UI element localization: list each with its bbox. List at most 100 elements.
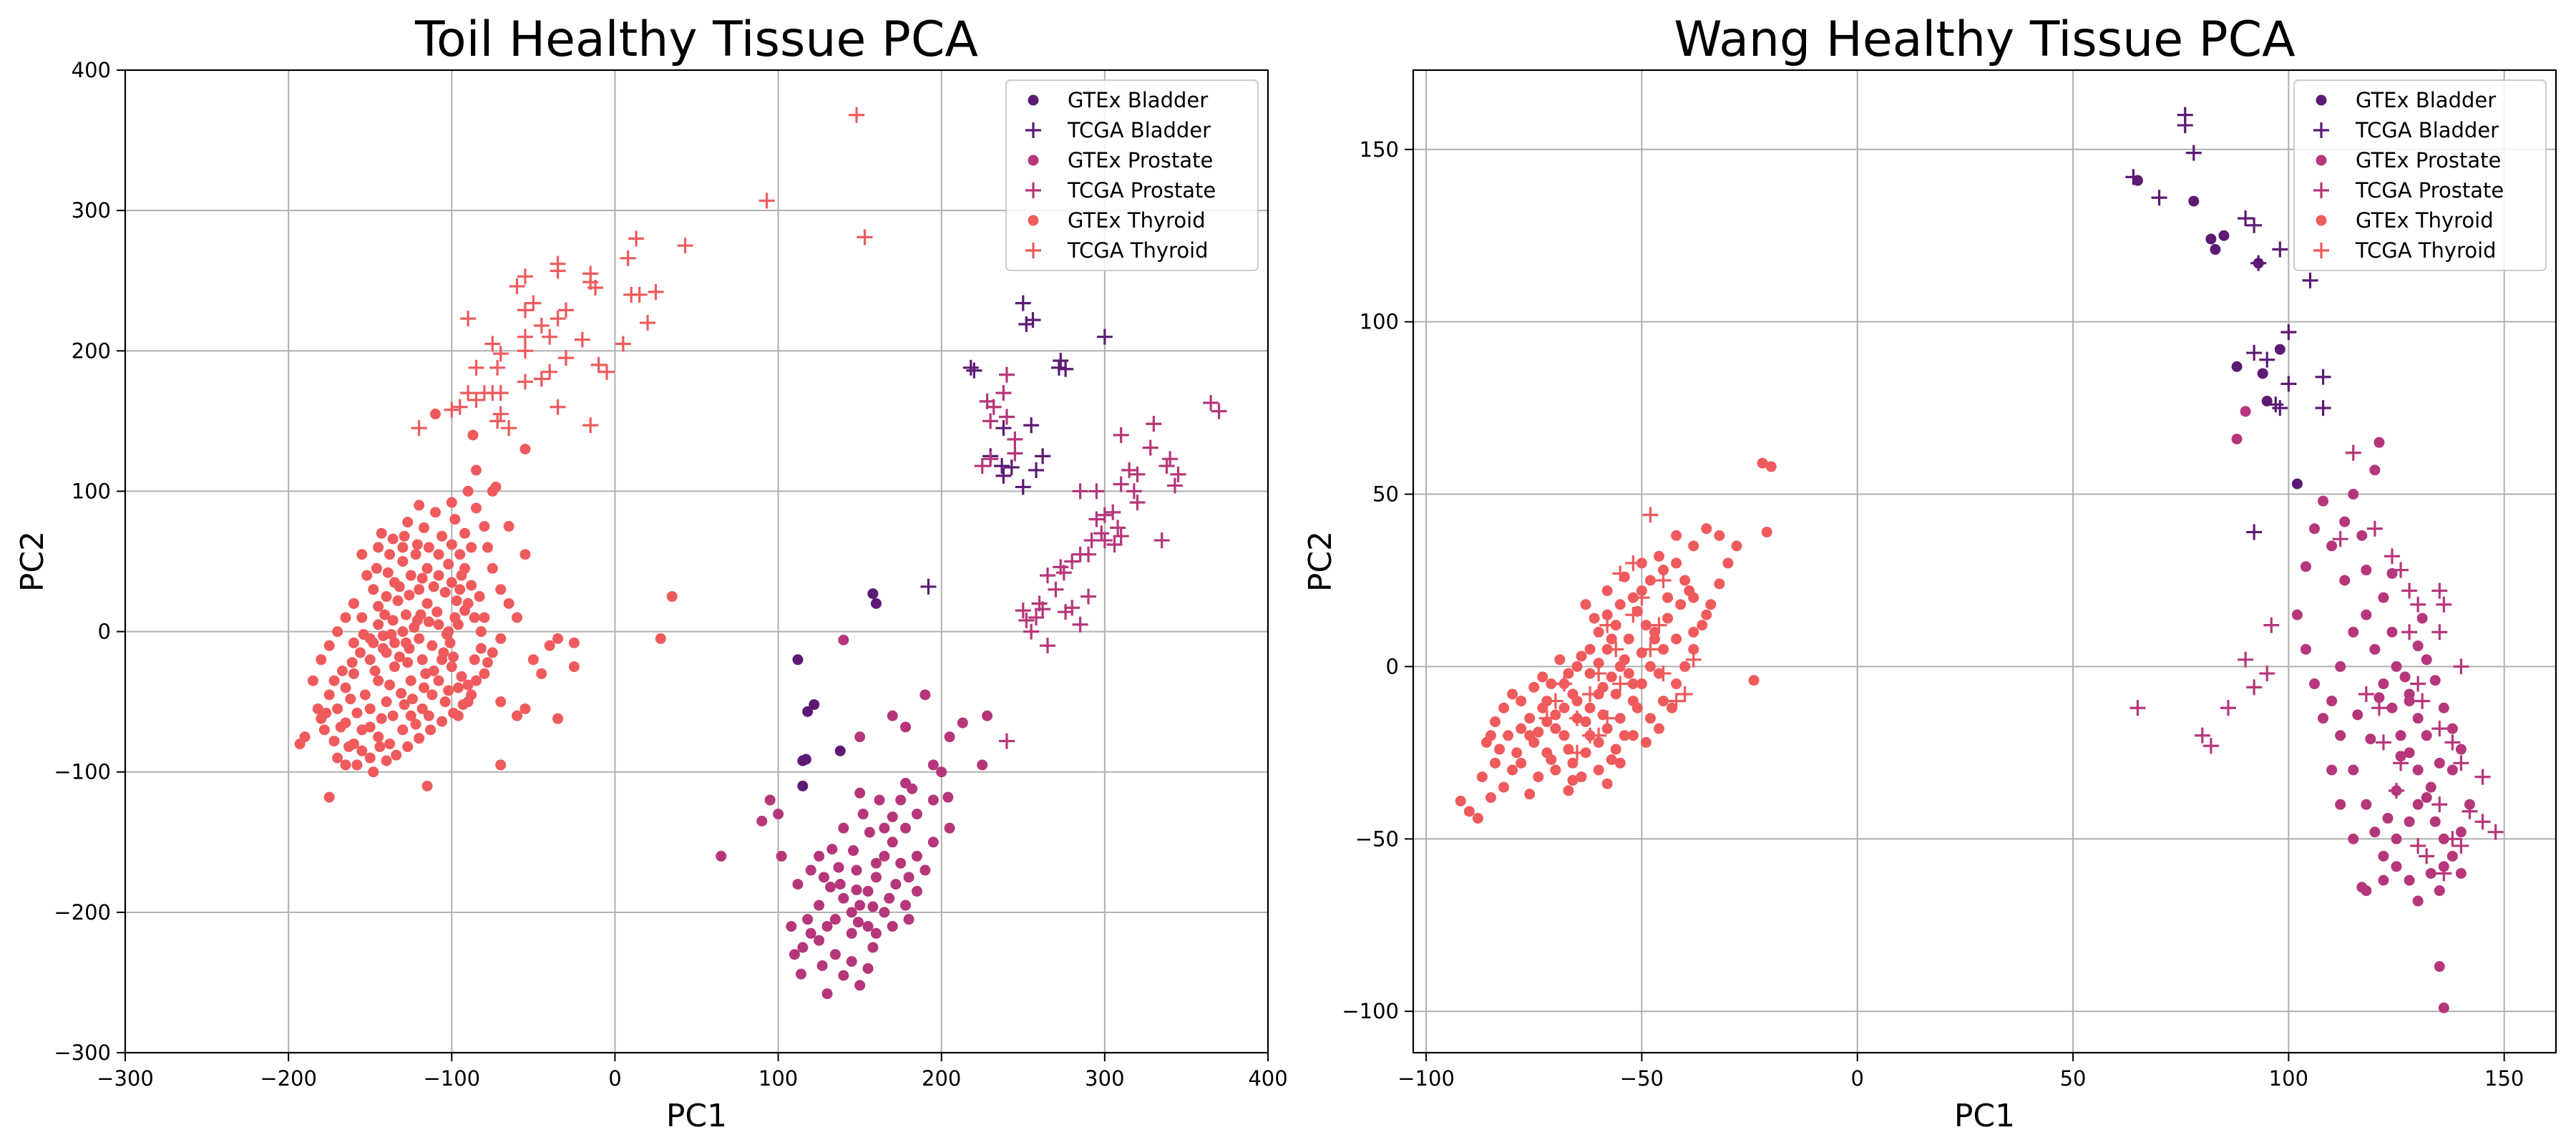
data-point bbox=[2280, 376, 2297, 392]
x-tick-label: −50 bbox=[1620, 1066, 1664, 1091]
data-point bbox=[446, 539, 457, 550]
data-point bbox=[446, 661, 457, 673]
data-point bbox=[1516, 696, 1527, 707]
data-point bbox=[416, 572, 428, 584]
data-point bbox=[1554, 654, 1566, 666]
data-point bbox=[2151, 190, 2167, 206]
data-point bbox=[2259, 666, 2275, 682]
data-point bbox=[995, 385, 1012, 401]
data-point bbox=[2246, 217, 2263, 233]
data-point bbox=[557, 302, 574, 318]
data-point bbox=[2345, 444, 2361, 461]
y-tick-label: −100 bbox=[1342, 999, 1399, 1023]
x-tick-label: −100 bbox=[423, 1066, 480, 1091]
data-point bbox=[2444, 734, 2461, 751]
data-point bbox=[1480, 736, 1492, 748]
data-point bbox=[1765, 461, 1777, 472]
data-point bbox=[1571, 661, 1583, 672]
data-point bbox=[1516, 757, 1527, 769]
data-point bbox=[2177, 117, 2193, 134]
data-point bbox=[2272, 241, 2288, 258]
data-point bbox=[351, 707, 363, 718]
data-point bbox=[829, 914, 841, 925]
data-point bbox=[371, 562, 382, 574]
data-point bbox=[426, 689, 438, 701]
data-point bbox=[332, 703, 343, 714]
data-point bbox=[439, 587, 451, 598]
data-point bbox=[846, 927, 857, 939]
data-point bbox=[911, 809, 922, 820]
data-point bbox=[414, 500, 425, 511]
data-point bbox=[1533, 771, 1544, 783]
data-point bbox=[1705, 599, 1717, 610]
data-point bbox=[552, 633, 564, 644]
data-point bbox=[410, 718, 421, 730]
data-point bbox=[792, 654, 804, 666]
data-point bbox=[1593, 658, 1604, 669]
data-point bbox=[441, 628, 452, 640]
data-point bbox=[1623, 633, 1634, 645]
data-point bbox=[448, 651, 459, 663]
data-point bbox=[1576, 651, 1587, 662]
x-tick-label: 200 bbox=[922, 1066, 961, 1091]
legend-marker bbox=[2313, 122, 2329, 138]
legend-label: TCGA Bladder bbox=[1067, 118, 1211, 142]
data-point bbox=[426, 640, 438, 651]
data-point bbox=[1599, 617, 1616, 633]
data-point bbox=[2431, 583, 2448, 599]
data-point bbox=[1644, 713, 1656, 724]
data-point bbox=[387, 533, 399, 545]
data-point bbox=[489, 359, 506, 376]
data-point bbox=[974, 458, 990, 474]
data-point bbox=[469, 612, 480, 623]
data-point bbox=[397, 542, 409, 553]
data-point bbox=[387, 710, 399, 721]
data-point bbox=[2414, 693, 2431, 709]
data-point bbox=[1546, 678, 1557, 690]
data-point bbox=[2410, 837, 2426, 854]
data-point bbox=[400, 637, 411, 648]
data-point bbox=[446, 577, 457, 588]
data-point bbox=[415, 609, 426, 620]
data-point bbox=[1569, 710, 1585, 726]
data-point bbox=[1003, 459, 1020, 476]
data-point bbox=[2431, 721, 2448, 737]
data-point bbox=[870, 598, 882, 609]
data-point bbox=[416, 654, 428, 666]
data-point bbox=[503, 598, 514, 609]
series-gtex-bladder bbox=[2132, 175, 2303, 489]
data-point bbox=[1563, 785, 1574, 796]
data-point bbox=[348, 637, 359, 648]
data-point bbox=[1614, 713, 1626, 724]
data-point bbox=[1658, 696, 1669, 707]
data-point bbox=[454, 584, 466, 595]
data-point bbox=[335, 721, 346, 733]
data-point bbox=[2401, 583, 2418, 599]
data-point bbox=[373, 600, 384, 612]
series-gtex-prostate bbox=[716, 634, 993, 1000]
data-point bbox=[533, 317, 550, 333]
data-point bbox=[544, 640, 555, 651]
data-point bbox=[1503, 730, 1514, 741]
data-point bbox=[1610, 744, 1621, 755]
data-point bbox=[373, 675, 384, 686]
legend: GTEx Bladder TCGA Bladder GTEx Prostate TCG… bbox=[2293, 79, 2547, 271]
chart-panel-1: −300 −200 −100 0 100 200 300 400 −300 −200 −100 0 10… bbox=[14, 11, 1288, 1134]
data-point bbox=[1105, 504, 1121, 520]
data-point bbox=[857, 809, 869, 820]
data-point bbox=[1556, 676, 1572, 692]
data-point bbox=[1714, 530, 1725, 541]
data-point bbox=[911, 885, 922, 897]
data-point bbox=[809, 699, 820, 711]
data-point bbox=[870, 857, 882, 869]
data-point bbox=[376, 713, 387, 724]
data-point bbox=[1142, 439, 1158, 456]
data-point bbox=[495, 696, 507, 708]
data-point bbox=[834, 879, 846, 890]
data-point bbox=[336, 665, 348, 676]
x-tick-label: 0 bbox=[1850, 1066, 1863, 1091]
data-point bbox=[428, 665, 439, 676]
data-point bbox=[1048, 581, 1064, 598]
data-point bbox=[489, 413, 506, 429]
data-point bbox=[1072, 616, 1088, 633]
